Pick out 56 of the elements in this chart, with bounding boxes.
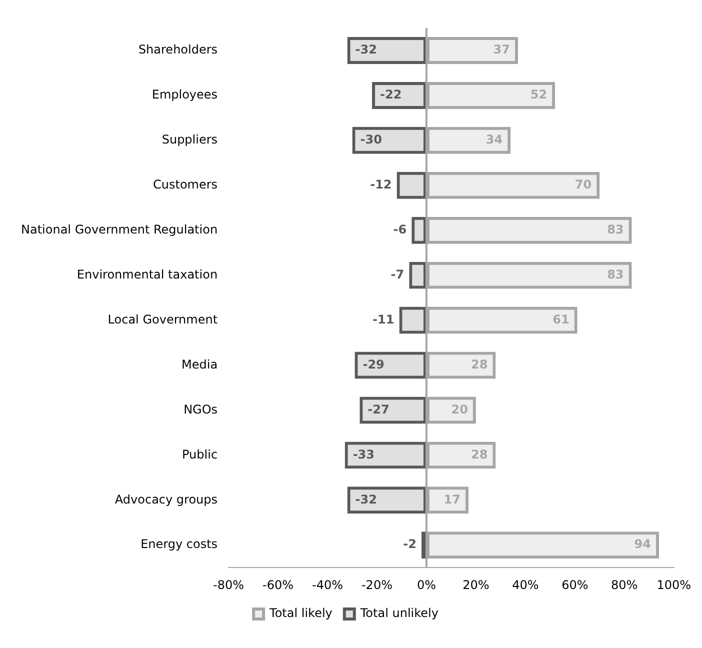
y-tick-label: NGOs (184, 402, 218, 416)
x-tick-label: 40% (512, 578, 539, 592)
x-tick-label: -60% (262, 578, 294, 592)
data-label: 34 (486, 132, 503, 147)
y-tick-label: Public (182, 447, 218, 462)
data-label: 17 (444, 492, 461, 506)
data-label: -6 (393, 222, 407, 236)
legend-label: Total likely (268, 606, 332, 620)
data-label: -2 (403, 537, 417, 552)
y-tick-label: Shareholders (138, 42, 218, 57)
data-label: 83 (607, 222, 624, 236)
y-tick-label: Local Government (108, 312, 218, 326)
data-label: 52 (530, 88, 548, 102)
y-tick-label: Customers (153, 178, 218, 192)
data-label: -22 (380, 88, 402, 102)
x-tick-label: 80% (611, 578, 638, 592)
bar (347, 36, 426, 64)
x-tick-label: -80% (213, 578, 244, 592)
data-label: 83 (607, 267, 624, 282)
data-label: 94 (634, 537, 652, 552)
legend-label: Total unlikely (359, 606, 438, 620)
bar (347, 486, 426, 514)
data-label: 37 (493, 42, 510, 57)
data-label: -32 (355, 42, 377, 57)
x-tick-label: -40% (312, 578, 344, 592)
y-tick-label: Suppliers (162, 132, 218, 147)
data-label: -12 (370, 178, 392, 192)
data-label: -32 (355, 492, 377, 506)
y-tick-label: National Government Regulation (21, 222, 218, 236)
x-tick-label: -20% (361, 578, 392, 592)
data-label: -30 (360, 132, 382, 147)
y-tick-label: Environmental taxation (76, 267, 218, 282)
y-tick-label: Energy costs (140, 537, 218, 552)
data-label: -27 (368, 402, 390, 416)
data-label: 20 (451, 402, 468, 416)
bar (354, 352, 426, 379)
y-tick-label: Advocacy groups (114, 492, 218, 506)
x-tick-label: 0% (416, 578, 436, 592)
bar (352, 126, 426, 154)
x-tick-label: 20% (462, 578, 490, 592)
data-label: -29 (362, 357, 384, 372)
bar (396, 172, 426, 199)
data-label: -7 (390, 267, 404, 282)
bar (360, 396, 426, 424)
data-label: -33 (352, 447, 375, 462)
y-tick-label: Media (182, 357, 218, 372)
x-tick-label: 60% (562, 578, 588, 592)
x-tick-label: 100% (656, 578, 692, 592)
data-label: 61 (552, 312, 570, 326)
data-label: 28 (471, 357, 488, 372)
y-tick-label: Employees (152, 88, 218, 102)
data-label: -11 (372, 312, 394, 326)
bar (399, 306, 426, 334)
data-label: 28 (471, 447, 488, 462)
bar (344, 442, 426, 469)
data-label: 70 (574, 178, 592, 192)
